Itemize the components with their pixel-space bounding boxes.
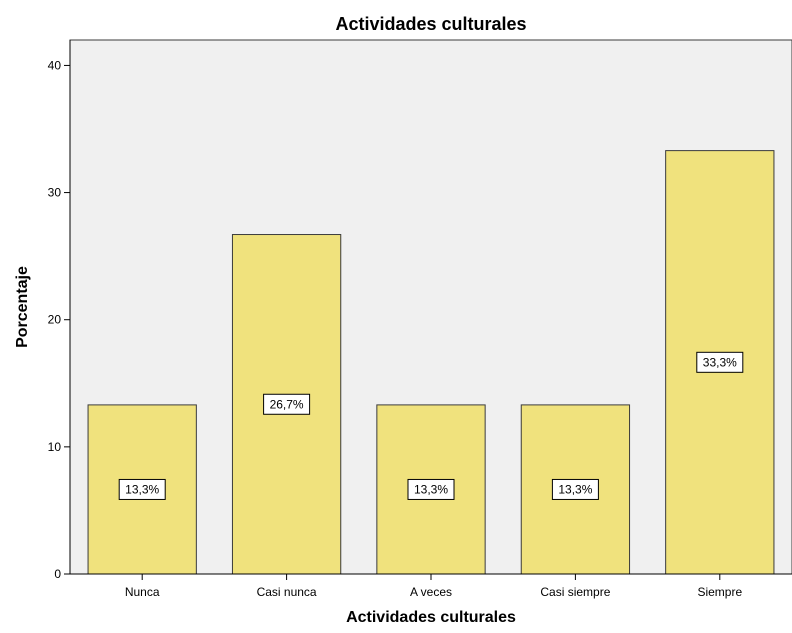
data-label-box-1 — [118, 478, 166, 500]
data-label-box-5 — [696, 351, 744, 373]
data-label-2: 26,7% — [270, 397, 304, 411]
data-label-4: 13,3% — [558, 482, 592, 496]
x-tick-label-1: Nunca — [125, 585, 160, 599]
x-tick-label-4: Casi siempre — [540, 585, 610, 599]
data-label-box-4 — [551, 478, 599, 500]
chart-title: Actividades culturales — [335, 14, 526, 34]
y-tick-label-40: 40 — [48, 58, 62, 72]
data-label-1: 13,3% — [125, 482, 159, 496]
data-label-5: 33,3% — [703, 355, 737, 369]
x-tick-label-3: A veces — [410, 585, 452, 599]
y-tick-label-30: 30 — [48, 186, 62, 200]
x-tick-label-2: Casi nunca — [257, 585, 317, 599]
x-axis: Nunca Casi nunca A veces Casi siempre Siempr… — [70, 573, 792, 599]
x-axis-title: Actividades culturales — [346, 609, 516, 626]
data-label-box-2 — [263, 393, 311, 415]
y-axis-title: Porcentaje — [14, 266, 31, 348]
data-label-box-3 — [407, 478, 455, 500]
data-labels-group: 13,3% 26,7% 13,3% 13,3% 33,3% — [118, 351, 744, 500]
y-axis: 0 10 20 30 40 — [48, 40, 71, 581]
y-tick-label-10: 10 — [48, 440, 62, 454]
x-tick-label-5: Siempre — [697, 585, 742, 599]
y-tick-label-20: 20 — [48, 313, 62, 327]
data-label-3: 13,3% — [414, 482, 448, 496]
y-tick-label-0: 0 — [54, 567, 61, 581]
